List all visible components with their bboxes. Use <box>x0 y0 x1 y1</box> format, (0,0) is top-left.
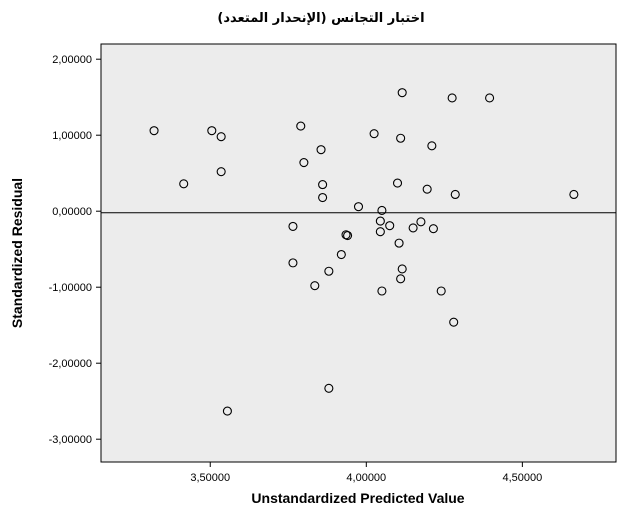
data-point <box>375 227 385 237</box>
x-axis: 3,50000 4,00000 4,50000 <box>190 462 542 484</box>
y-axis: 2,00000 1,00000 0,00000 -1,00000 -2,00000 -3,… <box>49 54 101 446</box>
y-tick-label: 1,00000 <box>52 130 92 142</box>
data-point <box>207 126 217 136</box>
y-axis-label: Standardized Residual <box>9 178 25 328</box>
x-tick-label: 3,50000 <box>190 472 230 484</box>
data-point <box>288 221 298 231</box>
data-point <box>397 88 407 98</box>
data-point <box>369 129 379 139</box>
y-tick-label: -2,00000 <box>49 358 92 370</box>
data-point <box>416 217 426 227</box>
data-point <box>179 179 189 189</box>
data-point <box>427 141 437 151</box>
x-tick-label: 4,50000 <box>502 472 542 484</box>
data-point <box>216 132 226 142</box>
data-point <box>377 286 387 296</box>
x-axis-label: Unstandardized Predicted Value <box>251 490 464 506</box>
plot-area <box>100 43 617 463</box>
data-point <box>396 133 406 143</box>
data-points <box>149 88 579 416</box>
x-tick-label: 4,00000 <box>346 472 386 484</box>
data-point <box>385 221 395 231</box>
data-point <box>336 249 346 260</box>
data-point <box>436 286 446 296</box>
data-point <box>397 264 407 274</box>
data-point <box>353 202 364 212</box>
data-point <box>396 274 406 284</box>
data-point <box>318 180 328 190</box>
chart-title: اختبار التجانس (الإنحدار المتعدد) <box>217 11 424 26</box>
data-point <box>485 93 495 103</box>
data-point <box>375 216 385 226</box>
data-point <box>316 145 326 155</box>
data-point <box>450 189 460 200</box>
y-tick-label: 0,00000 <box>52 206 92 218</box>
data-point <box>222 406 232 416</box>
data-point <box>299 158 309 168</box>
data-point <box>310 281 320 291</box>
data-point <box>569 189 579 200</box>
data-point <box>447 93 457 103</box>
data-point <box>324 266 334 276</box>
data-point <box>149 126 159 136</box>
data-point <box>288 258 298 268</box>
data-point <box>343 230 353 241</box>
data-point <box>392 178 403 188</box>
data-point <box>296 121 306 131</box>
y-tick-label: -3,00000 <box>49 434 92 446</box>
y-tick-label: -1,00000 <box>49 282 92 294</box>
data-point <box>422 184 432 194</box>
data-point <box>394 238 404 248</box>
data-point <box>408 223 418 233</box>
data-point <box>449 317 459 327</box>
y-tick-label: 2,00000 <box>52 54 92 66</box>
data-point <box>377 205 387 215</box>
data-point <box>216 167 226 177</box>
data-point <box>324 383 334 393</box>
data-point <box>428 224 438 234</box>
data-point <box>318 192 328 203</box>
